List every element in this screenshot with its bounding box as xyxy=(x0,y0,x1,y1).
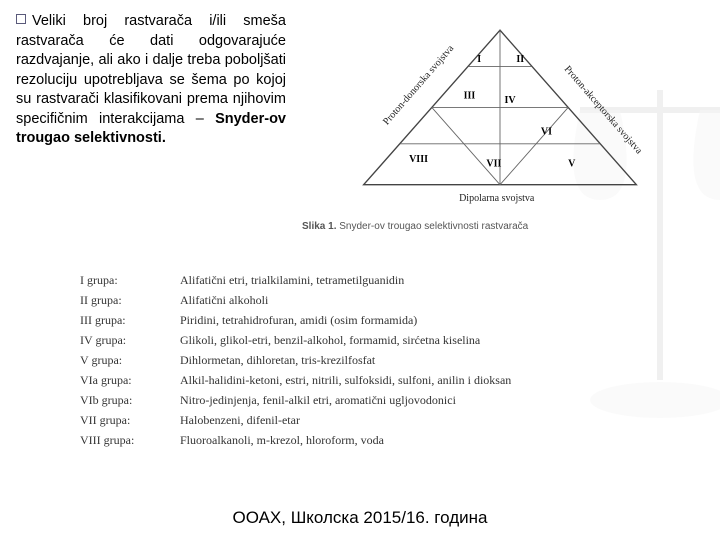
group-value: Alifatični etri, trialkilamini, tetramet… xyxy=(176,270,664,290)
group-key: III grupa: xyxy=(76,310,176,330)
paragraph-text: Veliki broj rastvarača i/ili smeša rastv… xyxy=(16,13,286,127)
group-key: IV grupa: xyxy=(76,330,176,350)
group-value: Alkil-halidini-ketoni, estri, nitrili, s… xyxy=(176,370,664,390)
snyder-triangle-figure: I II III IV VI VIII VII V Proton-donorsk… xyxy=(296,12,704,252)
group-key: V grupa: xyxy=(76,350,176,370)
group-row: III grupa:Piridini, tetrahidrofuran, ami… xyxy=(76,310,664,330)
caption-prefix: Slika 1. xyxy=(302,221,336,232)
main-paragraph: Veliki broj rastvarača i/ili smeša rastv… xyxy=(16,12,286,252)
group-value: Dihlormetan, dihloretan, tris-krezilfosf… xyxy=(176,350,664,370)
region-ii: II xyxy=(516,54,524,65)
group-row: VIa grupa:Alkil-halidini-ketoni, estri, … xyxy=(76,370,664,390)
region-vi: VI xyxy=(541,127,552,138)
group-value: Nitro-jedinjenja, fenil-alkil etri, arom… xyxy=(176,390,664,410)
region-i: I xyxy=(477,54,481,65)
group-row: I grupa:Alifatični etri, trialkilamini, … xyxy=(76,270,664,290)
caption-text: Snyder-ov trougao selektivnosti rastvara… xyxy=(339,221,528,232)
group-row: V grupa:Dihlormetan, dihloretan, tris-kr… xyxy=(76,350,664,370)
group-value: Glikoli, glikol-etri, benzil-alkohol, fo… xyxy=(176,330,664,350)
axis-right-label: Proton-akceptorska svojstva xyxy=(562,64,645,157)
group-key: I grupa: xyxy=(76,270,176,290)
group-key: II grupa: xyxy=(76,290,176,310)
bullet-square-icon xyxy=(16,14,26,24)
axis-left-label: Proton-donorska svojstva xyxy=(381,43,457,128)
groups-table: I grupa:Alifatični etri, trialkilamini, … xyxy=(16,270,704,450)
figure-caption: Slika 1. Snyder-ov trougao selektivnosti… xyxy=(296,221,704,232)
group-row: II grupa:Alifatični alkoholi xyxy=(76,290,664,310)
region-iv: IV xyxy=(505,95,517,106)
region-viii: VIII xyxy=(409,154,428,165)
footer-text: ООАХ, Школска 2015/16. година xyxy=(0,508,720,528)
group-value: Alifatični alkoholi xyxy=(176,290,664,310)
region-v: V xyxy=(568,159,576,170)
group-row: IV grupa:Glikoli, glikol-etri, benzil-al… xyxy=(76,330,664,350)
group-key: VIII grupa: xyxy=(76,430,176,450)
group-key: VII grupa: xyxy=(76,410,176,430)
region-iii: III xyxy=(464,90,476,101)
region-vii: VII xyxy=(486,159,501,170)
group-value: Piridini, tetrahidrofuran, amidi (osim f… xyxy=(176,310,664,330)
group-value: Fluoroalkanoli, m-krezol, hloroform, vod… xyxy=(176,430,664,450)
group-row: VIII grupa:Fluoroalkanoli, m-krezol, hlo… xyxy=(76,430,664,450)
group-key: VIa grupa: xyxy=(76,370,176,390)
group-key: VIb grupa: xyxy=(76,390,176,410)
triangle-svg: I II III IV VI VIII VII V Proton-donorsk… xyxy=(296,12,704,212)
group-row: VII grupa:Halobenzeni, difenil-etar xyxy=(76,410,664,430)
group-value: Halobenzeni, difenil-etar xyxy=(176,410,664,430)
axis-bottom-label: Dipolarna svojstva xyxy=(459,193,535,204)
group-row: VIb grupa:Nitro-jedinjenja, fenil-alkil … xyxy=(76,390,664,410)
